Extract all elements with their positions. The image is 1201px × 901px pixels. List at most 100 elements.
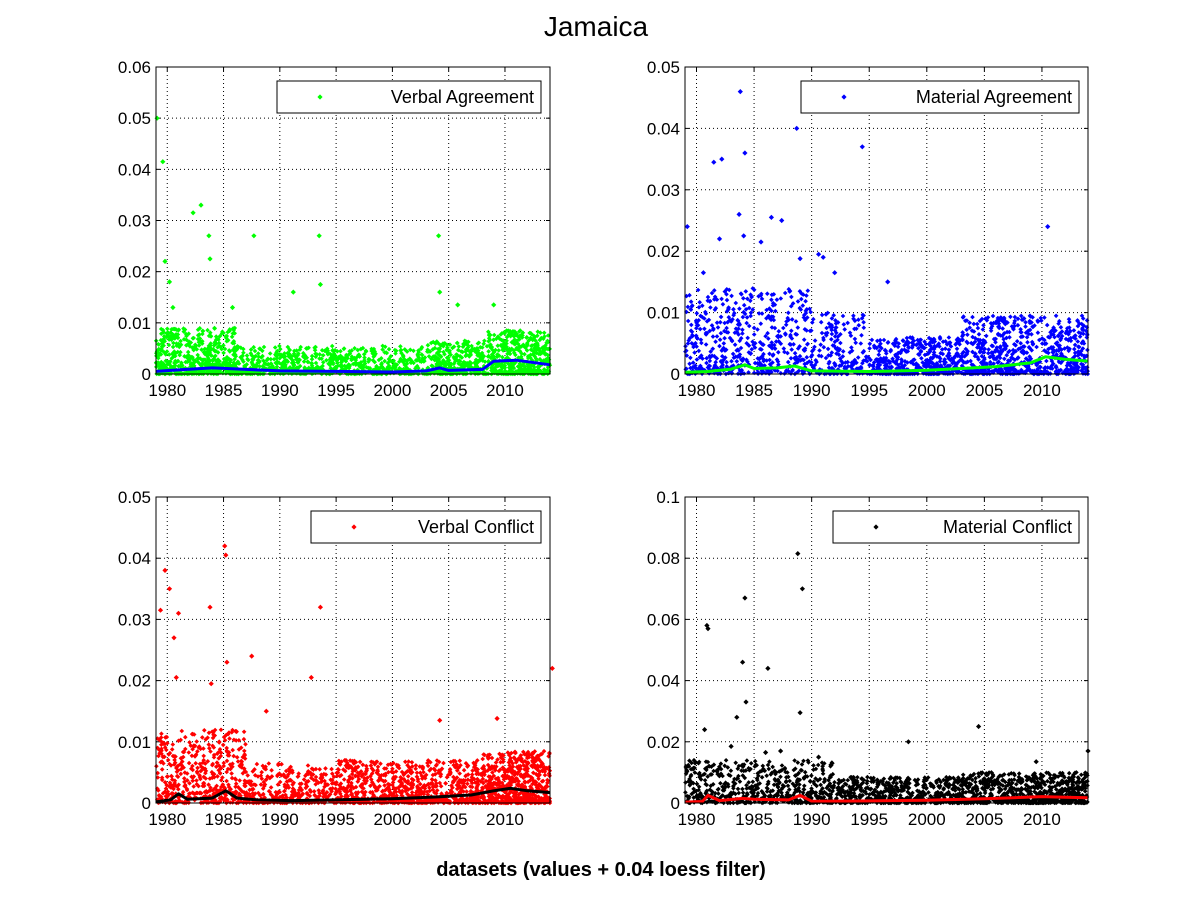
- data-point: [719, 156, 725, 162]
- data-point: [688, 779, 694, 785]
- data-point: [170, 304, 176, 311]
- data-point: [290, 289, 296, 295]
- legend-marker: [317, 94, 323, 100]
- legend: Verbal Agreement: [276, 80, 542, 114]
- data-point: [198, 202, 204, 208]
- trend-line: [684, 355, 1089, 374]
- legend-marker: [351, 524, 357, 530]
- axes-frame: [684, 496, 1089, 804]
- series-points: [154, 727, 553, 806]
- legend-box: [310, 510, 542, 544]
- data-point: [437, 289, 443, 295]
- data-point: [229, 304, 236, 311]
- y-tick-label: 0.1: [656, 488, 680, 507]
- data-point: [779, 217, 785, 224]
- data-point: [162, 567, 168, 573]
- x-tick-label: 2000: [908, 810, 946, 829]
- data-point: [797, 710, 803, 716]
- y-tick-label: 0: [142, 794, 151, 813]
- legend-marker: [841, 94, 847, 100]
- x-tick-label: 2010: [486, 810, 524, 829]
- data-point: [743, 699, 749, 705]
- y-tick-label: 0: [142, 365, 151, 384]
- data-point: [224, 659, 230, 665]
- figure-xlabel: datasets (values + 0.04 loess filter): [436, 859, 766, 881]
- x-tick-label: 1995: [850, 381, 888, 400]
- x-tick-label: 1985: [205, 381, 243, 400]
- x-tick-label: 1980: [678, 381, 716, 400]
- data-point: [263, 708, 269, 714]
- data-point: [207, 256, 213, 262]
- data-point: [173, 674, 179, 681]
- figure-title: Jamaica: [544, 11, 649, 42]
- data-point: [763, 749, 769, 756]
- x-tick-label: 1995: [317, 381, 355, 400]
- subplot-2: 1980 1985 1990 1995 2000 2005 2010 0 0.01 0.02 0.0…: [647, 58, 1091, 400]
- data-point: [832, 270, 838, 276]
- x-tick-label: 1995: [850, 810, 888, 829]
- legend-marker: [873, 524, 879, 530]
- x-tick-label: 2005: [965, 810, 1003, 829]
- x-tick-label: 1990: [261, 381, 299, 400]
- data-point: [778, 748, 784, 754]
- data-point: [768, 214, 774, 220]
- data-point: [222, 543, 228, 549]
- data-point: [166, 586, 173, 592]
- data-point: [549, 665, 555, 671]
- legend-box: [800, 80, 1080, 114]
- y-tick-label: 0.06: [647, 610, 680, 629]
- y-tick-label: 0.04: [647, 672, 680, 691]
- data-point: [737, 89, 743, 95]
- y-tick-label: 0.05: [118, 109, 151, 128]
- data-point: [816, 251, 822, 257]
- series-points: [683, 757, 1090, 806]
- data-point: [162, 258, 168, 264]
- data-point: [207, 604, 213, 610]
- legend: Material Conflict: [832, 510, 1080, 544]
- data-point: [816, 754, 822, 760]
- legend-label: Verbal Conflict: [418, 517, 534, 537]
- x-tick-label: 2000: [908, 381, 946, 400]
- data-point: [700, 270, 706, 276]
- x-tick-label: 1980: [148, 381, 186, 400]
- y-tick-label: 0.03: [118, 610, 151, 629]
- data-point: [705, 626, 711, 632]
- subplot-1: 1980 1985 1990 1995 2000 2005 2010 0 0.01 0.02 0.0…: [118, 58, 553, 400]
- series-points: [153, 325, 553, 377]
- data-point: [317, 281, 323, 288]
- y-tick-label: 0: [671, 365, 680, 384]
- data-point: [885, 279, 891, 285]
- plot-area: [685, 497, 1088, 803]
- x-tick-label: 1990: [793, 810, 831, 829]
- x-tick-label: 1980: [678, 810, 716, 829]
- data-point: [1045, 224, 1051, 230]
- y-tick-label: 0.01: [118, 314, 151, 333]
- y-tick-label: 0.01: [647, 304, 680, 323]
- data-point: [1033, 759, 1039, 765]
- x-tick-label: 1990: [261, 810, 299, 829]
- legend-label: Verbal Agreement: [391, 87, 534, 107]
- legend: Material Agreement: [800, 80, 1080, 114]
- axes-frame: [155, 496, 551, 804]
- data-point: [741, 233, 747, 239]
- y-tick-label: 0: [671, 794, 680, 813]
- data-point: [491, 302, 497, 308]
- data-point: [455, 302, 461, 308]
- data-point: [742, 150, 748, 156]
- data-point: [684, 224, 690, 230]
- data-point: [859, 144, 865, 150]
- x-tick-label: 1980: [148, 810, 186, 829]
- axes-frame: [684, 66, 1089, 375]
- data-point: [716, 236, 723, 242]
- data-point: [742, 595, 748, 601]
- data-point: [190, 210, 196, 216]
- trend-line: [155, 786, 551, 804]
- data-point: [316, 233, 322, 239]
- data-point: [711, 159, 717, 165]
- data-point: [251, 233, 257, 239]
- data-point: [171, 635, 177, 641]
- y-tick-label: 0.01: [118, 733, 151, 752]
- data-point: [740, 659, 746, 665]
- legend-label: Material Conflict: [943, 517, 1072, 537]
- data-point: [794, 125, 800, 131]
